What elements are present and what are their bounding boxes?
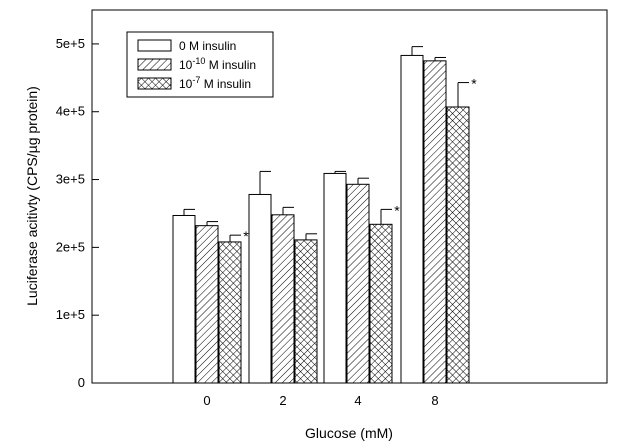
y-axis-label: Luciferase acitivty (CPS/µg protein) bbox=[24, 86, 40, 306]
bar bbox=[323, 172, 347, 384]
x-tick-label: 2 bbox=[279, 393, 286, 408]
bar-series: * * * bbox=[172, 46, 477, 384]
bar bbox=[218, 241, 242, 384]
bar bbox=[446, 106, 470, 384]
y-tick-label: 5e+5 bbox=[56, 36, 85, 51]
legend: 0 M insulin 10-10 M insulin 10-7 M insulin bbox=[126, 31, 274, 98]
significance-marker: * bbox=[471, 76, 477, 92]
y-axis: 0 1e+5 2e+5 3e+5 4e+5 5e+5 bbox=[56, 36, 99, 390]
bar bbox=[271, 214, 295, 384]
legend-swatch bbox=[137, 77, 172, 90]
bar bbox=[195, 225, 219, 384]
y-tick-label: 0 bbox=[78, 375, 85, 390]
bar bbox=[346, 183, 370, 384]
significance-marker: * bbox=[243, 228, 249, 244]
bar bbox=[294, 239, 318, 384]
significance-marker: * bbox=[394, 202, 400, 218]
x-tick-label: 8 bbox=[431, 393, 438, 408]
legend-label: 0 M insulin bbox=[179, 39, 236, 53]
y-tick-label: 2e+5 bbox=[56, 239, 85, 254]
bar bbox=[369, 223, 393, 384]
x-tick-label: 4 bbox=[354, 393, 361, 408]
bar bbox=[400, 54, 424, 384]
x-axis-label: Glucose (mM) bbox=[305, 425, 393, 441]
legend-swatch bbox=[137, 39, 172, 52]
legend-label: 10-10 M insulin bbox=[179, 56, 256, 72]
y-tick-label: 1e+5 bbox=[56, 307, 85, 322]
legend-swatch bbox=[137, 58, 172, 71]
y-tick-label: 4e+5 bbox=[56, 104, 85, 119]
y-tick-label: 3e+5 bbox=[56, 172, 85, 187]
legend-label: 10-7 M insulin bbox=[179, 75, 251, 91]
bar bbox=[423, 60, 447, 384]
bar bbox=[248, 193, 272, 384]
bar bbox=[172, 214, 196, 384]
x-tick-label: 0 bbox=[203, 393, 210, 408]
